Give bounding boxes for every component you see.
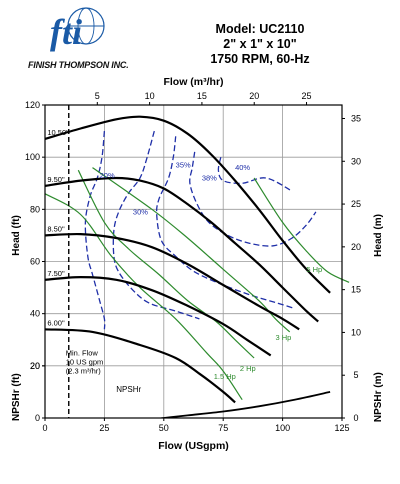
y-right-tick-label: 10 [351,327,361,337]
x-top-tick-label: 20 [249,91,259,101]
y-npsh-tick-label: 0 [35,413,40,423]
y-npsh-tick-label: 20 [30,361,40,371]
y-right-tick-label: 30 [351,156,361,166]
x-top-tick-label: 15 [197,91,207,101]
x-top-tick-label: 10 [145,91,155,101]
min-flow-note: (2.3 m³/hr) [66,366,102,375]
y-right-tick-label: 35 [351,113,361,123]
y-tick-label: 80 [30,204,40,214]
y-tick-label: 20 [30,361,40,371]
impeller-label: 10.50" [47,128,69,137]
efficiency-label: 35% [176,161,191,170]
efficiency-curve [112,130,200,320]
company-name: FINISH THOMPSON INC. [28,60,129,70]
pump-size: 2" x 1" x 10" [223,37,297,51]
logo-emblem: fti [50,7,105,52]
model-title: Model: UC2110 [215,22,305,36]
y-right-axis-title: Head (m) [373,214,384,257]
horsepower-label: 1.5 Hp [214,372,236,381]
min-flow-note: Min. Flow [66,348,99,357]
x-top-tick-label: 5 [95,91,100,101]
y-npsh-right-tick-label: 5 [353,370,358,380]
horsepower-label: 3 Hp [275,333,291,342]
efficiency-label: 38% [202,174,217,183]
y-npsh-right-axis-title: NPSHr (m) [373,372,384,422]
efficiency-label: 30% [133,208,148,217]
impeller-label: 8.50" [47,224,65,233]
horsepower-curve [44,193,243,401]
horsepower-label: 5 Hp [306,265,322,274]
company-logo: fti [48,4,106,61]
efficiency-label: 20% [100,171,115,180]
npshr-curve [154,391,331,418]
impeller-curve [44,275,272,357]
impeller-curve [44,115,331,294]
y-axis-title: Head (ft) [11,215,22,256]
y-tick-label: 120 [25,100,40,110]
y-right-tick-label: 20 [351,242,361,252]
efficiency-curve [189,151,317,247]
logo-letters: fti [50,12,82,52]
x-tick-label: 25 [99,423,109,433]
y-tick-label: 100 [25,152,40,162]
x-tick-label: 0 [42,423,47,433]
horsepower-curve [92,167,291,333]
impeller-curve [44,176,319,323]
min-flow-note: 10 US gpm [66,357,104,366]
x-top-tick-label: 25 [302,91,312,101]
y-tick-label: 40 [30,309,40,319]
efficiency-curve [84,131,106,330]
x-axis-title: Flow (USgpm) [158,440,229,452]
impeller-label: 6.00" [47,318,65,327]
impeller-label: 7.50" [47,269,65,278]
impeller-curve [44,232,300,331]
pump-speed: 1750 RPM, 60-Hz [210,52,310,66]
x-tick-label: 75 [218,423,228,433]
efficiency-curve [217,157,293,192]
y-npsh-right-tick-label: 0 [353,413,358,423]
x-tick-label: 50 [159,423,169,433]
horsepower-label: 2 Hp [240,364,256,373]
y-right-tick-label: 25 [351,199,361,209]
y-npsh-axis-title: NPSHr (ft) [11,373,22,421]
x-top-axis-title: Flow (m³/hr) [163,76,223,88]
y-right-tick-label: 15 [351,285,361,295]
x-tick-label: 100 [275,423,290,433]
npshr-label: NPSHr [116,385,141,394]
x-tick-label: 125 [334,423,349,433]
impeller-label: 9.50" [47,175,65,184]
horsepower-curve [77,169,255,359]
y-tick-label: 60 [30,257,40,267]
horsepower-curve [253,177,350,283]
efficiency-label: 40% [235,163,250,172]
impeller-curve [44,328,236,404]
